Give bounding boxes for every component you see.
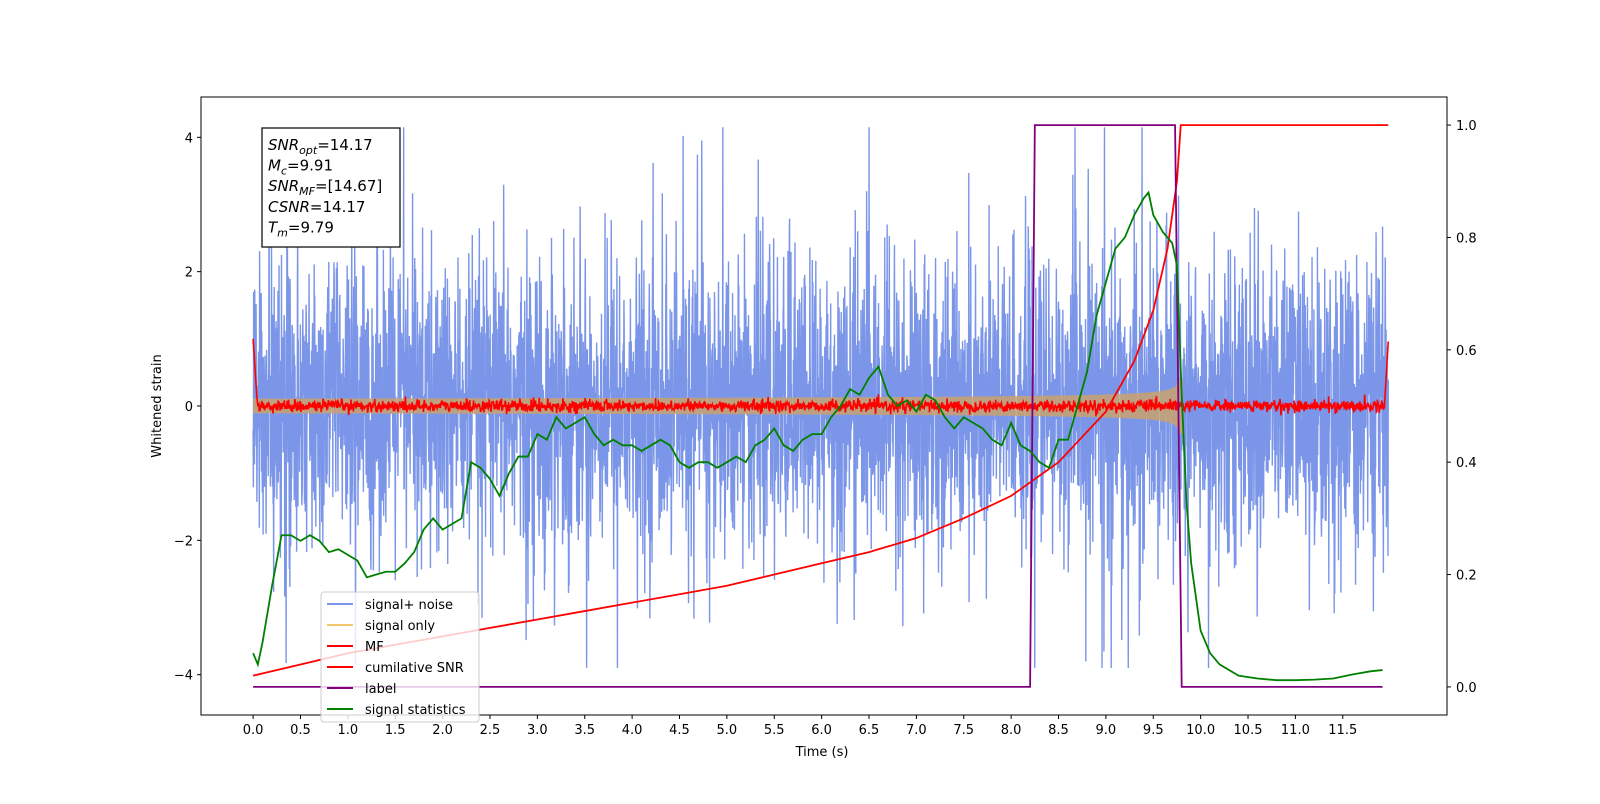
x-tick-label: 5.5 <box>764 723 785 738</box>
x-tick-label: 10.5 <box>1234 723 1263 738</box>
stats-annotation-line: Tm=9.79 <box>268 218 334 239</box>
x-tick-label: 1.0 <box>338 723 359 738</box>
legend-frame <box>320 591 480 723</box>
y-axis-left: −4 −2 0 2 4 <box>174 131 201 684</box>
series-mf-line <box>252 338 1390 417</box>
y2-tick-label: 1.0 <box>1456 119 1477 134</box>
x-tick-label: 7.0 <box>906 723 927 738</box>
x-tick-label: 9.0 <box>1096 723 1117 738</box>
x-tick-label: 2.5 <box>480 723 501 738</box>
y-tick-label: 0 <box>185 400 193 415</box>
x-tick-label: 2.0 <box>432 723 453 738</box>
x-tick-label: 8.5 <box>1048 723 1069 738</box>
x-tick-label: 6.5 <box>859 723 880 738</box>
x-tick-label: 10.0 <box>1186 723 1215 738</box>
x-tick-label: 4.5 <box>669 723 690 738</box>
series-signal-noise-line <box>252 127 1389 668</box>
x-tick-label: 0.0 <box>243 723 264 738</box>
y-tick-label: −4 <box>174 669 193 684</box>
stats-annotation-box: SNRopt=14.17Mc=9.91SNRMF=[14.67]CSNR=14.… <box>261 127 401 248</box>
y2-tick-label: 0.4 <box>1456 456 1477 471</box>
y-tick-label: −2 <box>174 534 193 549</box>
x-tick-label: 3.5 <box>574 723 595 738</box>
y2-tick-label: 0.0 <box>1456 681 1477 696</box>
x-tick-label: 9.5 <box>1143 723 1164 738</box>
x-axis-label: Time (s) <box>795 745 849 760</box>
x-tick-label: 1.5 <box>385 723 406 738</box>
stats-annotation-line: SNRopt=14.17 <box>268 136 373 157</box>
legend-label-signal-statistics: signal statistics <box>365 703 466 718</box>
x-tick-label: 5.0 <box>717 723 738 738</box>
legend-label-cumilative-snr: cumilative SNR <box>365 661 464 676</box>
y2-tick-label: 0.6 <box>1456 344 1477 359</box>
y-axis-label: Whitened strain <box>150 354 165 457</box>
y2-tick-label: 0.8 <box>1456 231 1477 246</box>
x-tick-label: 8.0 <box>1001 723 1022 738</box>
legend-label-mf: MF <box>365 640 384 655</box>
stats-annotation-frame <box>261 127 401 248</box>
y-axis-right: 0.0 0.2 0.4 0.6 0.8 1.0 <box>1447 119 1477 696</box>
x-tick-label: 11.5 <box>1328 723 1357 738</box>
stats-annotation-line: SNRMF=[14.67] <box>268 177 382 198</box>
x-tick-label: 7.5 <box>953 723 974 738</box>
x-tick-label: 11.0 <box>1281 723 1310 738</box>
series-signal-statistics-line <box>252 190 1383 682</box>
legend-label-signal-noise: signal+ noise <box>365 598 453 613</box>
x-tick-label: 6.0 <box>811 723 832 738</box>
x-axis: 0.0 0.5 1.0 1.5 2.0 2.5 3.0 3.5 4.0 4.5 5.0 5.5 6.0 6… <box>243 715 1357 738</box>
legend-label-label: label <box>365 682 396 697</box>
y-tick-label: 4 <box>185 131 193 146</box>
stats-annotation-line: CSNR=14.17 <box>268 198 365 216</box>
legend-label-signal-only: signal only <box>365 619 435 634</box>
y2-tick-label: 0.2 <box>1456 569 1477 584</box>
x-tick-label: 3.0 <box>527 723 548 738</box>
stats-annotation-line: Mc=9.91 <box>268 157 333 178</box>
y-tick-label: 2 <box>185 266 193 281</box>
x-tick-label: 0.5 <box>290 723 311 738</box>
series-label-line <box>253 124 1383 688</box>
x-tick-label: 4.0 <box>622 723 643 738</box>
legend: signal+ noise signal only MF cumilative SNR… <box>320 591 480 723</box>
